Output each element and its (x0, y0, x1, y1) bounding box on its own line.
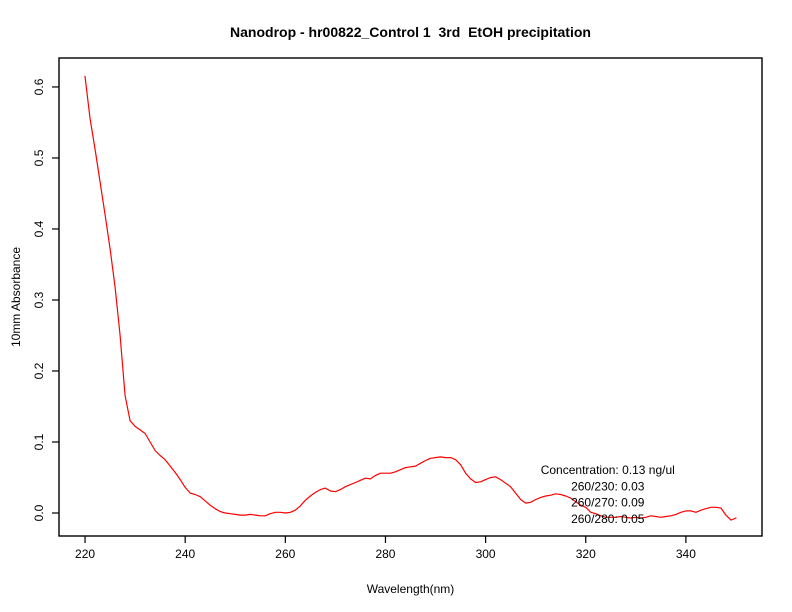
annotation-line: 260/280: 0.05 (571, 512, 645, 526)
y-tick-label: 0.3 (32, 291, 46, 308)
x-tick-label: 220 (75, 547, 95, 561)
y-tick-label: 0.1 (32, 433, 46, 450)
x-tick-label: 340 (676, 547, 696, 561)
annotation-line: 260/230: 0.03 (571, 479, 645, 493)
x-axis-ticks: 220 240 260 280 300 320 340 (75, 536, 696, 561)
y-tick-label: 0.2 (32, 362, 46, 379)
y-axis-ticks: 0.0 0.1 0.2 0.3 0.4 0.5 0.6 (32, 78, 59, 521)
x-axis-label: Wavelength(nm) (367, 582, 455, 596)
x-tick-label: 320 (576, 547, 596, 561)
annotation-line: 260/270: 0.09 (571, 496, 645, 510)
y-tick-label: 0.6 (32, 78, 46, 95)
annotation-line: Concentration: 0.13 ng/ul (541, 463, 675, 477)
x-tick-label: 300 (476, 547, 496, 561)
x-tick-label: 240 (175, 547, 195, 561)
sample-stats-annotation: Concentration: 0.13 ng/ul 260/230: 0.03 26… (541, 463, 675, 526)
x-tick-label: 260 (275, 547, 295, 561)
absorbance-spectrum-line (84, 75, 737, 521)
y-tick-label: 0.4 (32, 220, 46, 237)
x-tick-label: 280 (375, 547, 395, 561)
y-tick-label: 0.0 (32, 504, 46, 521)
plot-box (58, 57, 763, 537)
chart-title: Nanodrop - hr00822_Control 1 3rd EtOH pr… (230, 24, 591, 40)
y-tick-label: 0.5 (32, 149, 46, 166)
y-axis-label: 10mm Absorbance (9, 247, 23, 347)
